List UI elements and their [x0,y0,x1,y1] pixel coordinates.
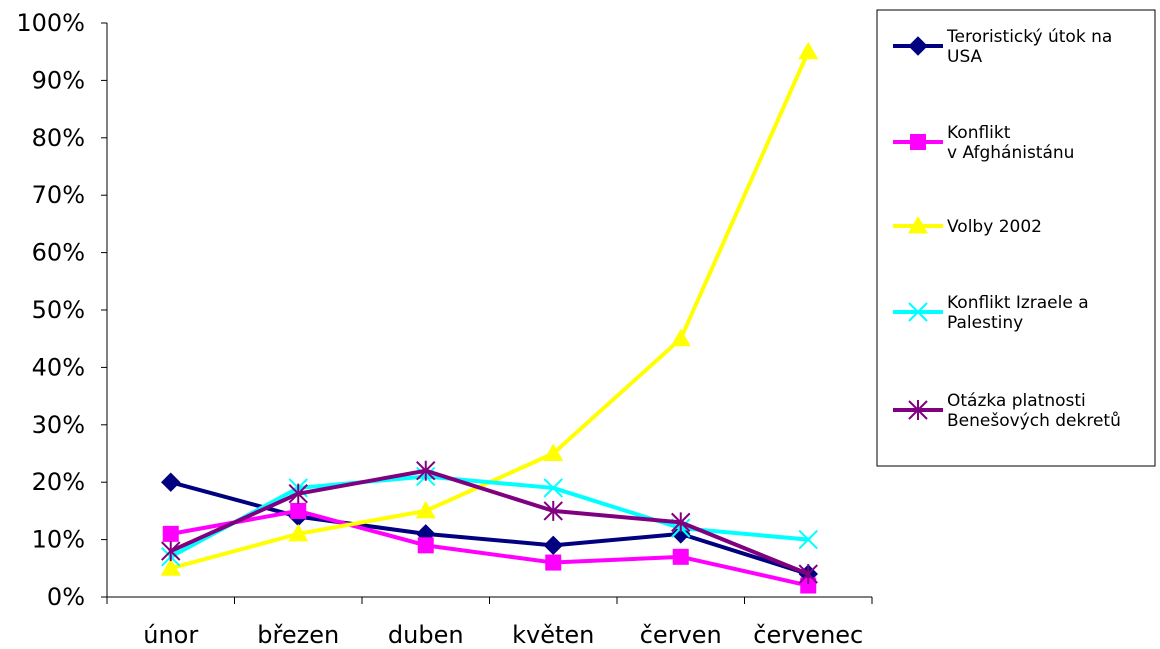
x-tick-label: květen [512,621,594,649]
legend-label: Volby 2002 [947,217,1042,237]
y-tick-label: 60% [32,239,85,267]
y-tick-label: 10% [32,526,85,554]
data-point [288,483,308,504]
legend-label: Otázka platnosti [947,391,1086,411]
y-tick-label: 80% [32,124,85,152]
data-point [543,535,563,556]
data-point [417,537,434,554]
data-point [545,554,562,571]
data-point [543,443,564,461]
y-tick-label: 70% [32,181,85,209]
series-line [168,508,811,588]
data-point [543,478,563,498]
chart-axes [101,22,873,604]
legend-marker [908,216,928,234]
y-tick-label: 20% [32,468,85,496]
legend-label: USA [947,47,983,67]
y-tick-label: 30% [32,411,85,439]
data-point [162,525,179,542]
data-point [415,500,436,519]
x-tick-label: duben [388,621,464,649]
data-point [800,577,817,594]
y-tick-label: 50% [32,296,85,324]
legend-label: Konflikt Izraele a [947,293,1089,313]
y-tick-label: 0% [47,583,85,611]
y-tick-label: 40% [32,353,85,381]
legend-marker [908,36,928,56]
data-point [416,460,436,481]
legend-label: Benešových dekretů [947,411,1121,431]
x-tick-label: únor [143,621,198,649]
legend-marker [908,302,928,322]
y-axis-tick-labels: 0% 10% 20% 30% 40% 50% 60% 70% 80% 90% 100% [16,9,85,611]
x-tick-label: březen [257,621,339,649]
series-layer [160,41,819,594]
series-line [168,468,811,577]
series-3 [160,41,819,576]
y-tick-label: 100% [16,9,85,37]
series-5 [161,460,818,585]
legend-entry: Volby 2002 [893,216,1042,237]
y-tick-label: 90% [32,66,85,94]
x-tick-label: červenec [753,621,863,649]
data-point [798,529,818,550]
legend-box [876,9,1156,467]
data-point [798,564,818,585]
legend-label: v Afghánistánu [947,143,1074,163]
data-point [671,512,691,533]
data-point [672,548,689,565]
series-2 [162,502,817,594]
data-point [290,502,307,519]
series-line [168,480,811,577]
legend-marker [908,400,928,420]
legend-marker [910,134,926,150]
legend-label: Konflikt [947,123,1011,143]
data-point [798,41,819,60]
x-tick-label: červen [640,621,722,649]
legend-label: Palestiny [947,313,1023,333]
data-point [161,472,181,492]
data-point [160,558,181,576]
data-point [543,500,563,521]
x-axis-tick-labels: únor březen duben květen červen červenec [143,621,863,649]
data-point [161,541,181,562]
data-point [670,328,691,347]
legend-label: Teroristický útok na [946,27,1112,47]
data-point [288,523,309,542]
